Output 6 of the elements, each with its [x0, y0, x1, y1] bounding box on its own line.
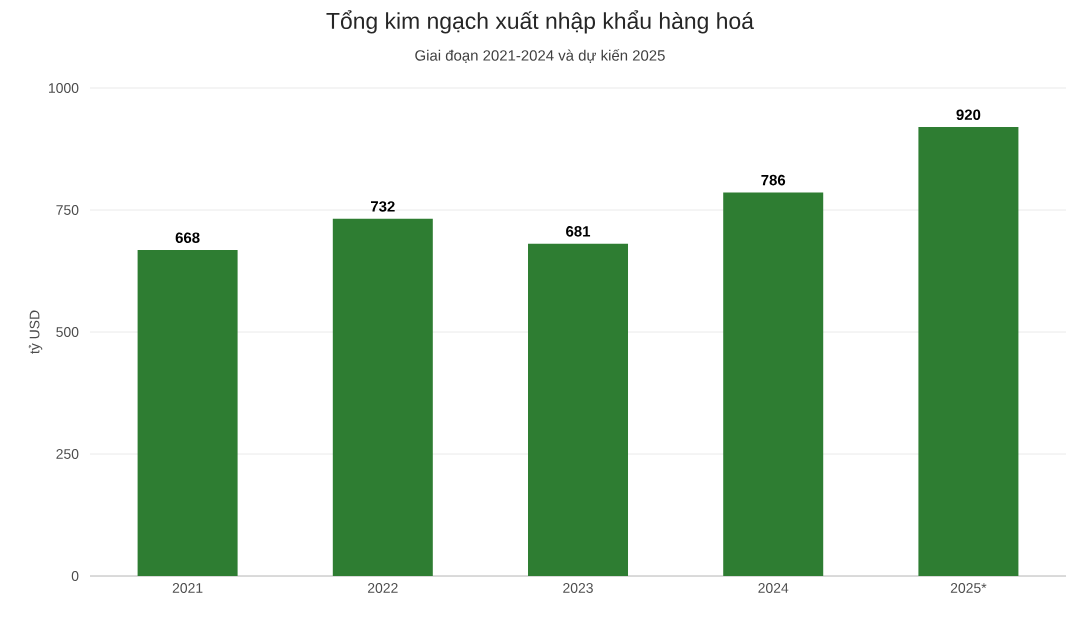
bar — [918, 127, 1019, 576]
bar — [723, 192, 824, 576]
chart-title: Tổng kim ngạch xuất nhập khẩu hàng hoá — [326, 10, 754, 34]
bar — [137, 250, 238, 576]
bar — [528, 243, 629, 576]
bar — [332, 218, 433, 576]
